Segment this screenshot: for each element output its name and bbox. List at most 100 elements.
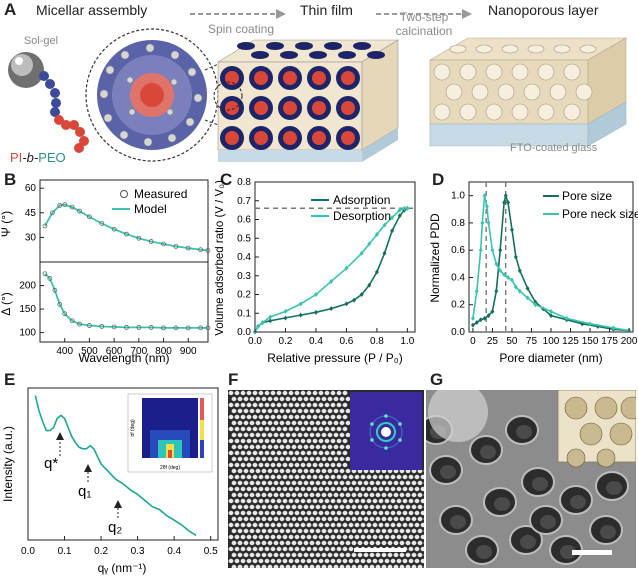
f-pore bbox=[255, 540, 261, 546]
f-pore bbox=[405, 540, 411, 546]
f-pore bbox=[333, 540, 339, 546]
b-bottom-measured-point bbox=[111, 324, 117, 330]
c-adsorption-point bbox=[329, 306, 334, 312]
g-pore-inner bbox=[476, 545, 492, 559]
b-xtick-label: 800 bbox=[155, 346, 172, 357]
calc-arrow-head bbox=[462, 9, 472, 19]
f-pore bbox=[237, 396, 243, 402]
f-pore bbox=[315, 432, 321, 438]
f-pore bbox=[297, 528, 303, 534]
e-ylabel: Intensity (a.u.) bbox=[1, 426, 15, 502]
solgel-label: Sol-gel bbox=[23, 35, 59, 47]
e-peak-qstar: q* bbox=[44, 455, 58, 472]
f-pore bbox=[246, 402, 252, 408]
f-pore bbox=[246, 390, 252, 396]
f-pore bbox=[294, 546, 300, 552]
b-bottom-measured-point bbox=[87, 323, 92, 328]
panel-a-schematic bbox=[8, 9, 628, 162]
f-pore bbox=[273, 468, 279, 474]
f-pore bbox=[297, 480, 303, 486]
f-pore bbox=[312, 462, 318, 468]
f-pore bbox=[330, 438, 336, 444]
f-pore bbox=[261, 444, 267, 450]
c-ytick-label: 0.5 bbox=[237, 233, 251, 244]
f-pore bbox=[237, 516, 243, 522]
e-xtick-label: 0.3 bbox=[131, 546, 145, 557]
d-legend-neck: Pore neck size bbox=[562, 207, 638, 221]
f-pore bbox=[315, 504, 321, 510]
f-pore bbox=[252, 462, 258, 468]
f-pore bbox=[327, 540, 333, 546]
f-pore bbox=[231, 432, 237, 438]
f-pore bbox=[390, 486, 396, 492]
c-desorption-point bbox=[283, 308, 288, 314]
f-pore bbox=[237, 456, 243, 462]
c-ytick-label: 0.6 bbox=[237, 215, 251, 226]
f-pore bbox=[339, 396, 345, 402]
d-neck-size-point bbox=[486, 220, 491, 226]
b-top-measured-point bbox=[124, 231, 129, 237]
f-pore bbox=[411, 516, 417, 522]
f-pore bbox=[327, 444, 333, 450]
d-pore-size-point bbox=[470, 322, 475, 328]
f-pore bbox=[273, 504, 279, 510]
f-pore bbox=[342, 558, 348, 564]
f-pore bbox=[294, 426, 300, 432]
f-pore bbox=[234, 414, 240, 420]
f-pore bbox=[228, 522, 234, 528]
f-pore bbox=[300, 558, 306, 564]
d-neck-size-point bbox=[564, 315, 569, 321]
f-pore bbox=[357, 564, 363, 568]
f-pore bbox=[387, 492, 393, 498]
g-pore-inner bbox=[450, 515, 466, 529]
f-pore bbox=[366, 558, 372, 564]
f-pore bbox=[321, 456, 327, 462]
c-desorption-point bbox=[268, 314, 273, 320]
c-desorption-point bbox=[382, 222, 387, 228]
f-pore bbox=[231, 480, 237, 486]
f-pore bbox=[393, 516, 399, 522]
f-pore bbox=[261, 480, 267, 486]
f-pore bbox=[390, 510, 396, 516]
c-ytick-label: 0.7 bbox=[237, 196, 251, 207]
e-frame bbox=[27, 387, 219, 541]
f-pore bbox=[381, 552, 387, 558]
f-pore bbox=[255, 408, 261, 414]
f-pore bbox=[288, 474, 294, 480]
f-pore bbox=[342, 426, 348, 432]
film-pore-core bbox=[283, 71, 297, 85]
f-pore bbox=[420, 474, 424, 480]
nanopore bbox=[511, 103, 529, 121]
c-adsorption-point bbox=[374, 269, 379, 275]
micelle-icon bbox=[85, 28, 219, 162]
f-pore bbox=[345, 528, 351, 534]
f-pore bbox=[414, 546, 420, 552]
f-pore bbox=[321, 480, 327, 486]
f-pore bbox=[414, 558, 420, 564]
nanopore-top bbox=[553, 44, 571, 54]
f-pore bbox=[240, 426, 246, 432]
d-pore-size-point bbox=[509, 227, 514, 233]
f-pore bbox=[342, 390, 348, 396]
f-pore bbox=[321, 408, 327, 414]
f-pore bbox=[330, 534, 336, 540]
f-pore bbox=[309, 480, 315, 486]
f-pore bbox=[255, 492, 261, 498]
f-pore bbox=[294, 522, 300, 528]
c-adsorption-point bbox=[298, 312, 303, 318]
f-pore bbox=[279, 528, 285, 534]
f-pore bbox=[348, 546, 354, 552]
f-pore bbox=[327, 528, 333, 534]
f-pore bbox=[231, 420, 237, 426]
f-pore bbox=[387, 564, 393, 568]
f-pore bbox=[285, 396, 291, 402]
panel-a-label: A bbox=[4, 0, 17, 19]
f-pore bbox=[339, 552, 345, 558]
f-pore bbox=[396, 510, 402, 516]
f-pore bbox=[309, 444, 315, 450]
f-pore bbox=[381, 540, 387, 546]
f-pore bbox=[378, 510, 384, 516]
f-pore bbox=[321, 504, 327, 510]
d-ytick-label: 0.6 bbox=[451, 245, 465, 256]
f-pore bbox=[297, 444, 303, 450]
